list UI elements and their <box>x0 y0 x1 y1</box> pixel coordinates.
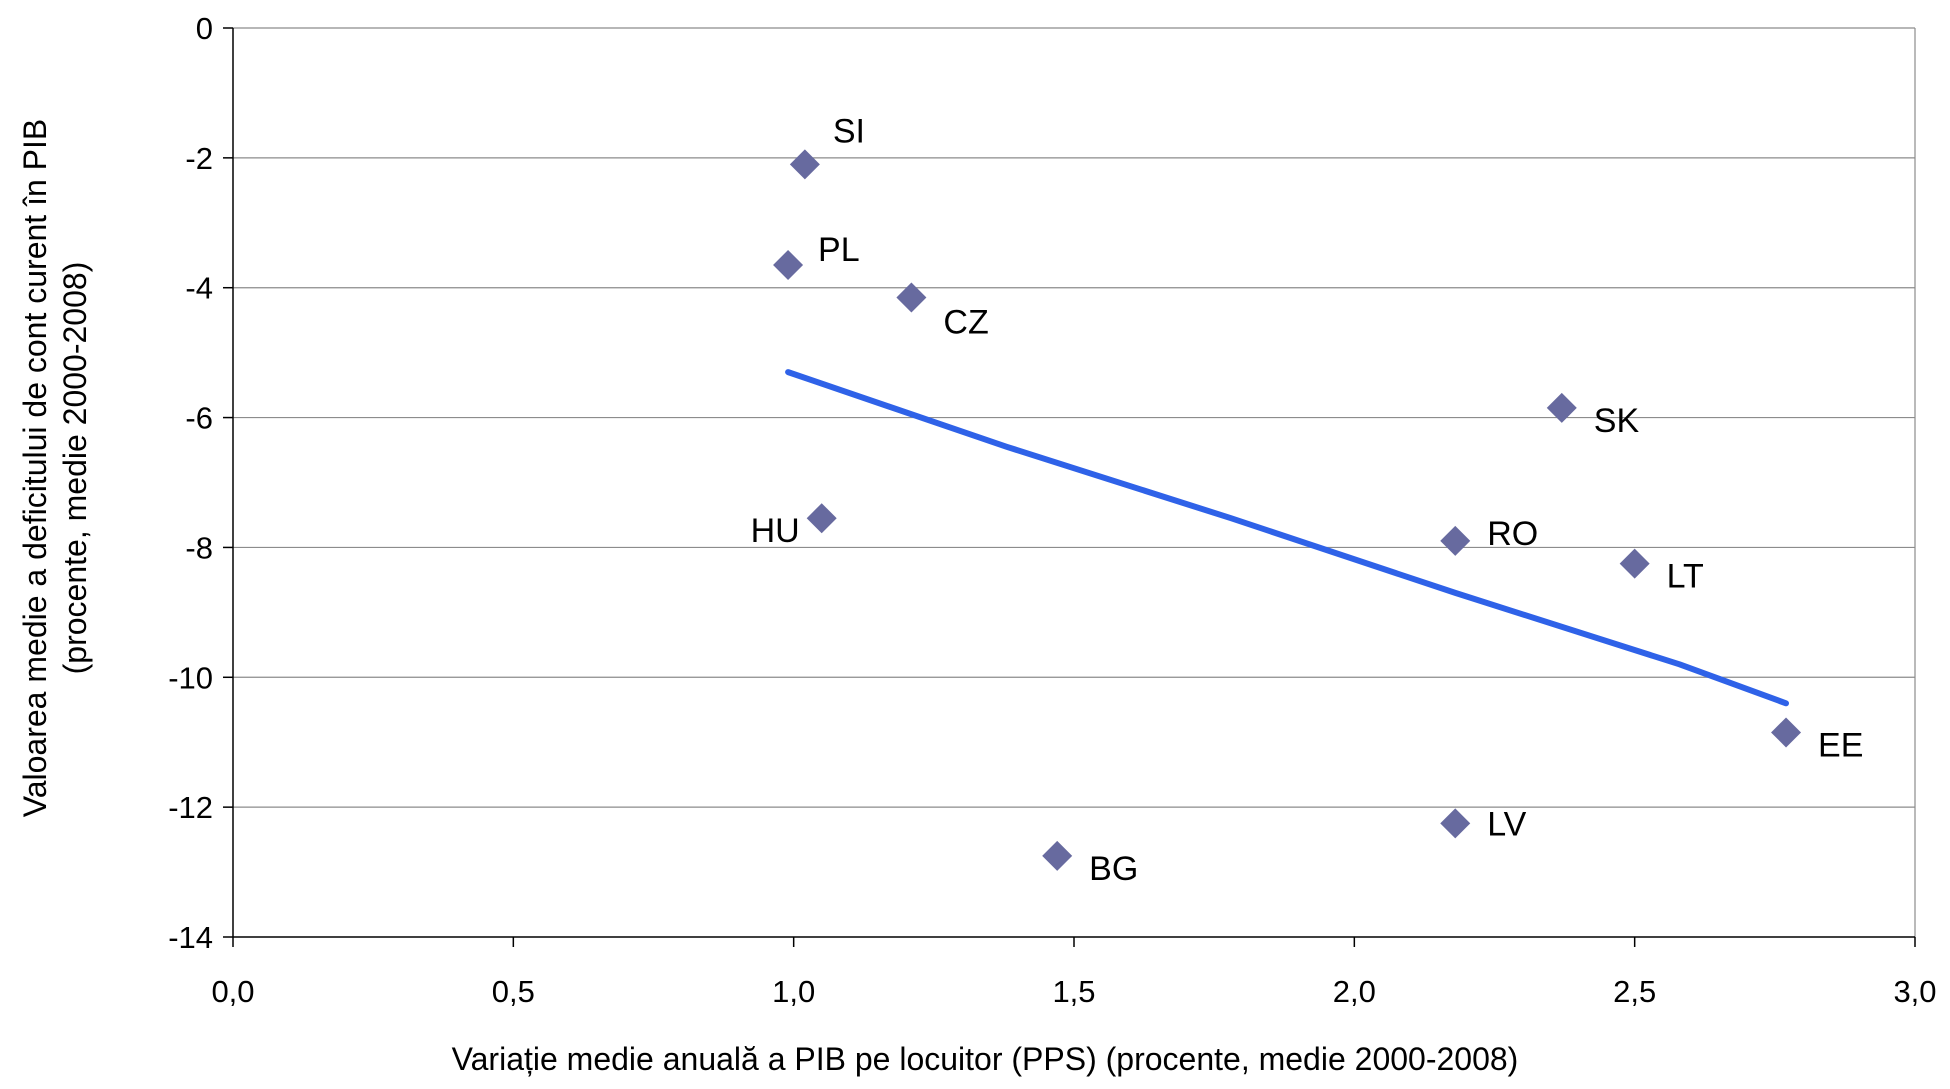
point-label-ee: EE <box>1818 726 1863 764</box>
x-tick-label: 0,0 <box>211 974 254 1009</box>
data-point-sk <box>1546 392 1577 423</box>
x-tick-label: 0,5 <box>492 974 535 1009</box>
point-labels: SI PL CZ SK HU RO LT EE LV BG <box>751 112 1864 887</box>
trendline-group <box>785 369 1789 707</box>
y-tick-label: -8 <box>185 530 213 565</box>
y-tick-label: -6 <box>185 401 213 436</box>
point-label-pl: PL <box>818 231 860 269</box>
grid-lines <box>233 27 1915 808</box>
data-points <box>773 149 1802 871</box>
y-tick-label: -4 <box>185 271 213 306</box>
data-point-ro <box>1440 525 1471 556</box>
y-axis-label-line2: (procente, medie 2000-2008) <box>57 262 93 675</box>
axes <box>223 27 1916 947</box>
x-tick-label: 1,0 <box>772 974 815 1009</box>
point-label-sk: SK <box>1594 402 1640 440</box>
x-tick-labels: 0,0 0,5 1,0 1,5 2,0 2,5 3,0 <box>211 974 1936 1009</box>
y-tick-label: -14 <box>168 920 213 955</box>
x-tick-label: 2,0 <box>1333 974 1376 1009</box>
y-axis-label-line1: Valoarea medie a deficitului de cont cur… <box>17 119 53 817</box>
y-tick-label: 0 <box>196 11 213 46</box>
x-tick-label: 2,5 <box>1613 974 1656 1009</box>
y-tick-labels: 0 -2 -4 -6 -8 -10 -12 -14 <box>168 11 213 955</box>
data-point-hu <box>806 503 837 534</box>
point-label-lv: LV <box>1487 805 1526 843</box>
data-point-lv <box>1440 808 1471 839</box>
data-point-bg <box>1042 840 1073 871</box>
y-tick-label: -12 <box>168 790 213 825</box>
point-label-cz: CZ <box>943 303 988 341</box>
x-tick-label: 1,5 <box>1052 974 1095 1009</box>
trendline <box>785 369 1789 707</box>
point-label-hu: HU <box>751 512 800 550</box>
y-tick-label: -2 <box>185 141 213 176</box>
data-point-si <box>789 149 820 180</box>
data-point-lt <box>1619 548 1650 579</box>
point-label-ro: RO <box>1487 515 1538 553</box>
point-label-lt: LT <box>1667 558 1704 596</box>
x-tick-label: 3,0 <box>1893 974 1936 1009</box>
data-point-pl <box>773 249 804 280</box>
point-label-bg: BG <box>1089 850 1138 888</box>
data-point-cz <box>896 282 927 313</box>
y-tick-label: -10 <box>168 660 213 695</box>
x-axis-label: Variație medie anuală a PIB pe locuitor … <box>452 1041 1519 1077</box>
data-point-ee <box>1771 717 1802 748</box>
point-label-si: SI <box>833 112 865 150</box>
